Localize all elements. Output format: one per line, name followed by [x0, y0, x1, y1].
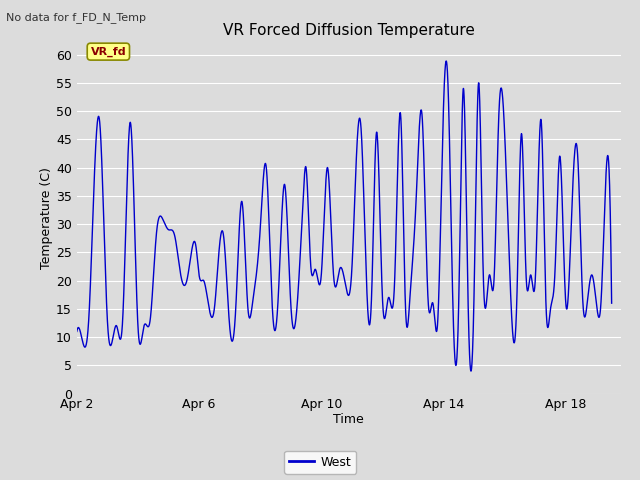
Title: VR Forced Diffusion Temperature: VR Forced Diffusion Temperature [223, 23, 475, 38]
Text: No data for f_FD_N_Temp: No data for f_FD_N_Temp [6, 12, 147, 23]
X-axis label: Time: Time [333, 413, 364, 426]
Y-axis label: Temperature (C): Temperature (C) [40, 168, 53, 269]
Text: VR_fd: VR_fd [90, 47, 126, 57]
Legend: West: West [284, 451, 356, 474]
